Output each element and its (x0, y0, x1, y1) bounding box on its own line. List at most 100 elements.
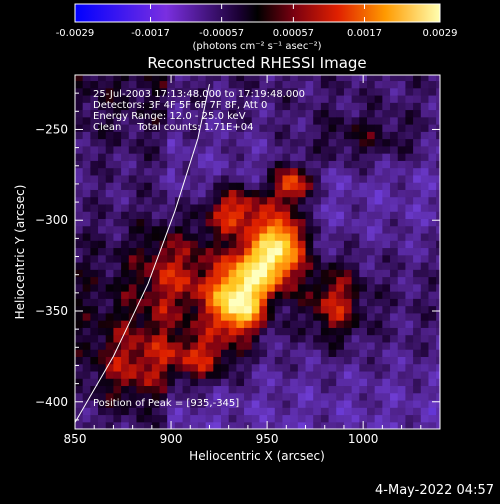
heatmap-cell (313, 196, 322, 205)
heatmap-cell (343, 312, 353, 321)
heatmap-cell (367, 174, 376, 183)
heatmap-cell (320, 232, 330, 241)
heatmap-cell (274, 261, 284, 270)
heatmap-cell (351, 349, 360, 357)
heatmap-cell (144, 102, 153, 111)
heatmap-cell (313, 349, 322, 357)
heatmap-cell (336, 320, 345, 328)
heatmap-cell (305, 94, 314, 103)
heatmap-cell (274, 269, 284, 278)
heatmap-cell (282, 138, 291, 147)
heatmap-cell (244, 254, 253, 263)
heatmap-cell (382, 312, 391, 321)
heatmap-cell (382, 254, 391, 263)
heatmap-cell (98, 167, 107, 176)
heatmap-cell (244, 218, 253, 227)
heatmap-cell (428, 131, 437, 140)
heatmap-cell (182, 378, 191, 387)
heatmap-cell (90, 145, 99, 154)
heatmap-cell (374, 102, 383, 111)
heatmap-cell (159, 349, 168, 357)
heatmap-cell (390, 305, 399, 314)
heatmap-cell (328, 138, 337, 147)
heatmap-cell (236, 167, 245, 176)
heatmap-cell (197, 131, 207, 140)
heatmap-cell (405, 196, 414, 205)
heatmap-cell (428, 341, 437, 350)
heatmap-cell (82, 94, 91, 103)
heatmap-cell (428, 370, 437, 379)
heatmap-cell (205, 153, 214, 161)
heatmap-cell (182, 153, 191, 161)
heatmap-cell (190, 356, 199, 365)
heatmap-cell (351, 312, 360, 321)
heatmap-cell (428, 312, 437, 321)
heatmap-cell (328, 254, 337, 263)
heatmap-cell (320, 174, 330, 183)
heatmap-cell (251, 261, 261, 270)
heatmap-cell (190, 399, 199, 408)
heatmap-cell (228, 80, 237, 89)
heatmap-cell (436, 254, 440, 263)
heatmap-cell (121, 211, 130, 220)
heatmap-cell (197, 414, 207, 423)
heatmap-cell (313, 102, 322, 111)
heatmap-cell (244, 225, 253, 234)
heatmap-cell (128, 75, 138, 82)
heatmap-cell (405, 167, 414, 176)
heatmap-cell (98, 327, 107, 336)
heatmap-cell (136, 421, 145, 429)
heatmap-cell (274, 320, 284, 328)
heatmap-cell (290, 305, 299, 314)
heatmap-cell (351, 211, 360, 220)
heatmap-cell (282, 378, 291, 387)
heatmap-cell (328, 399, 337, 408)
heatmap-cell (128, 145, 138, 154)
heatmap-cell (236, 153, 245, 161)
heatmap-cell (359, 232, 368, 241)
heatmap-cell (236, 349, 245, 357)
x-tick-label: 900 (160, 432, 183, 446)
heatmap-cell (167, 94, 176, 103)
heatmap-cell (136, 116, 145, 125)
heatmap-cell (259, 225, 268, 234)
heatmap-cell (351, 378, 360, 387)
heatmap-cell (90, 349, 99, 357)
heatmap-cell (182, 414, 191, 423)
heatmap-cell (197, 312, 207, 321)
heatmap-cell (359, 196, 368, 205)
heatmap-cell (228, 312, 237, 321)
heatmap-cell (413, 356, 422, 365)
heatmap-cell (128, 370, 138, 379)
heatmap-cell (159, 407, 168, 416)
heatmap-cell (274, 305, 284, 314)
heatmap-cell (274, 153, 284, 161)
heatmap-cell (390, 75, 399, 82)
heatmap-cell (190, 385, 199, 394)
heatmap-cell (236, 385, 245, 394)
heatmap-cell (128, 385, 138, 394)
heatmap-cell (267, 109, 276, 118)
heatmap-cell (290, 232, 299, 241)
heatmap-cell (282, 327, 291, 336)
heatmap-cell (167, 327, 176, 336)
heatmap-cell (113, 320, 122, 328)
heatmap-cell (259, 174, 268, 183)
heatmap-cell (259, 189, 268, 198)
heatmap-cell (159, 182, 168, 190)
heatmap-cell (221, 247, 230, 256)
heatmap-cell (221, 312, 230, 321)
heatmap-cell (113, 269, 122, 278)
heatmap-cell (251, 160, 261, 169)
heatmap-cell (343, 283, 353, 292)
heatmap-cell (282, 247, 291, 256)
heatmap-cell (82, 298, 91, 307)
heatmap-cell (228, 254, 237, 263)
heatmap-cell (267, 349, 276, 357)
heatmap-cell (267, 87, 276, 96)
heatmap-cell (98, 341, 107, 350)
heatmap-cell (305, 370, 314, 379)
heatmap-cell (105, 254, 115, 263)
heatmap-cell (228, 116, 237, 125)
heatmap-cell (397, 247, 407, 256)
